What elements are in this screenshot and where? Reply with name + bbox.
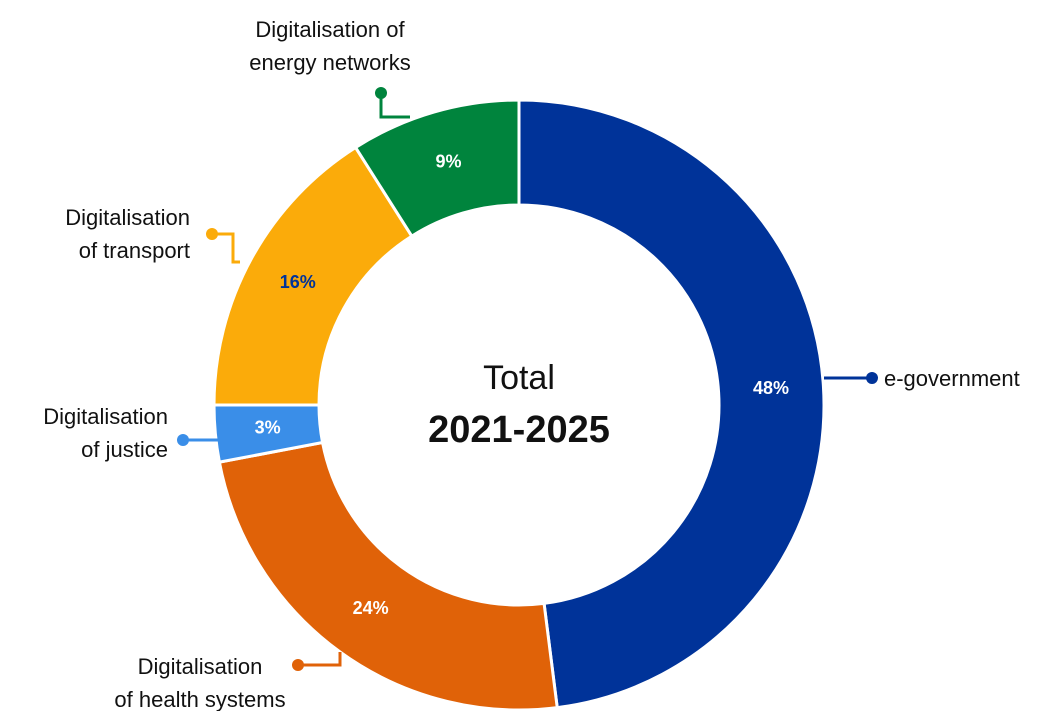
value-label: 48% [753,378,789,398]
leader-line [379,93,410,119]
value-label: 3% [255,418,281,438]
value-label: 9% [436,151,462,171]
donut-slice [353,98,521,239]
category-label: Digitalisation of energy networks [249,17,411,75]
leader-dot [375,87,387,99]
leader-dot [177,434,189,446]
leader-dot [206,228,218,240]
donut-slice [517,98,826,710]
center-period: 2021-2025 [428,409,610,451]
category-label: Digitalisation of transport [65,205,190,263]
leader-line [298,652,342,667]
value-label: 16% [280,272,316,292]
category-label: Digitalisation of health systems [114,654,286,711]
leader-dot [866,372,878,384]
category-label: Digitalisation of justice [43,404,168,462]
donut-slice [217,440,559,711]
value-label: 24% [353,598,389,618]
category-label: e-government [884,366,1020,391]
leader-dot [292,659,304,671]
leader-line [212,232,240,264]
center-title: Total [483,359,555,397]
